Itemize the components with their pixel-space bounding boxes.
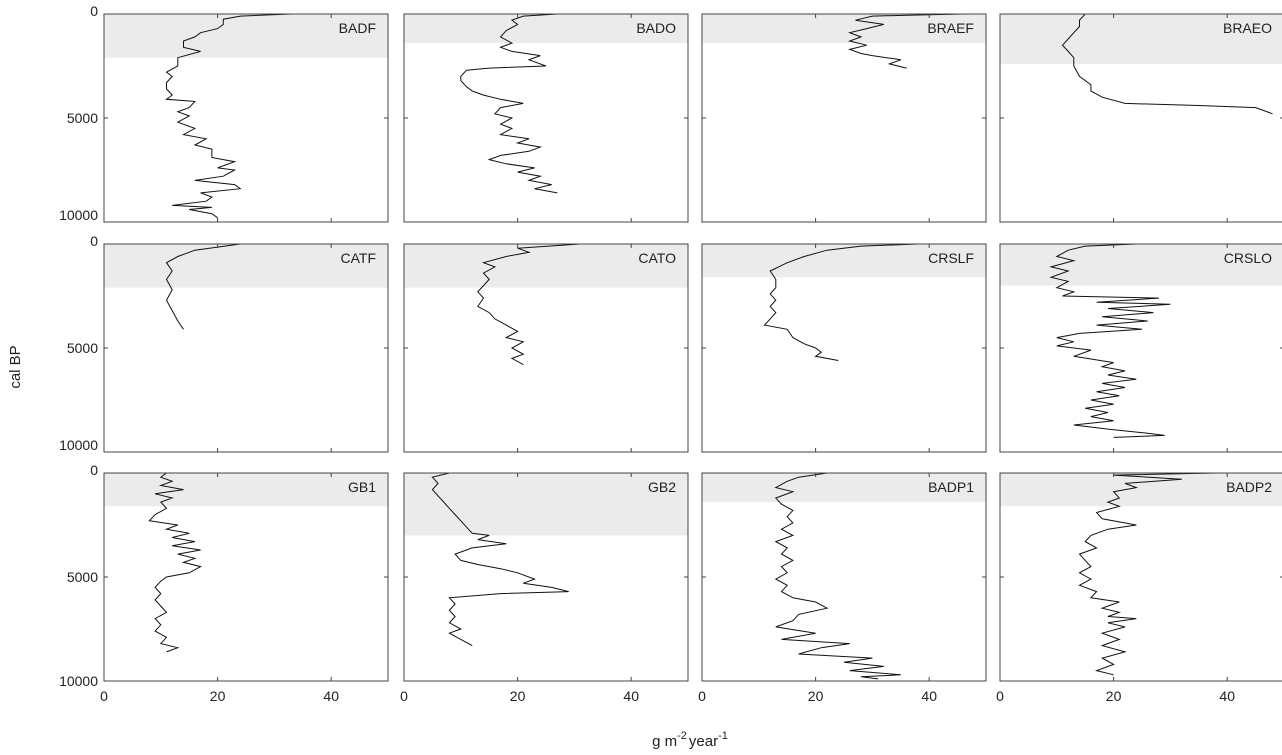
y-tick-label: 0 (90, 3, 98, 19)
shaded-interval (1000, 244, 1282, 286)
panel-label: BADP1 (928, 479, 974, 495)
y-tick-label: 5000 (67, 569, 98, 585)
series-line-badp2 (1078, 473, 1216, 676)
panel-label: BADF (339, 20, 376, 36)
series-line-braeo (1061, 14, 1273, 115)
panel-label: CATF (340, 250, 376, 266)
panel-cato: CATO (403, 243, 689, 453)
y-tick-label: 0 (90, 233, 98, 249)
panel-crslf: CRSLF (701, 243, 987, 453)
panel-label: BRAEF (927, 20, 974, 36)
y-axis-label: cal BP (7, 345, 24, 388)
x-tick-label: 40 (623, 688, 639, 704)
x-tick-label: 0 (400, 688, 408, 704)
shaded-interval (104, 473, 388, 507)
panels-layer: 0 5000 10000 BADF BADO BRAEF BRAEO 0 5000 10000 CA… (59, 3, 1282, 704)
panel-label: GB1 (348, 479, 376, 495)
x-tick-label: 40 (323, 688, 339, 704)
series-line-cato (477, 244, 581, 366)
y-tick-label: 5000 (67, 340, 98, 356)
series-line-gb2 (431, 473, 569, 647)
series-line-braef (847, 14, 964, 69)
panel-label: CATO (638, 250, 676, 266)
x-tick-label: 20 (510, 688, 526, 704)
panel-bado: BADO (403, 13, 689, 223)
x-tick-label: 0 (100, 688, 108, 704)
x-tick-label: 20 (808, 688, 824, 704)
panel-braeo: BRAEO (999, 13, 1282, 223)
panel-label: BADP2 (1226, 479, 1272, 495)
series-line-crslf (763, 244, 918, 361)
panel-label: GB2 (648, 479, 676, 495)
shaded-interval (702, 473, 986, 503)
shaded-interval (104, 14, 388, 58)
series-line-catf (165, 244, 241, 330)
shaded-interval (404, 473, 688, 536)
x-tick-label: 20 (1106, 688, 1122, 704)
y-tick-label: 10000 (59, 673, 98, 689)
panel-frame (701, 472, 987, 682)
panel-badf: 0 5000 10000 BADF (59, 3, 389, 223)
x-axis-label-base: g m (652, 733, 677, 750)
panel-badp2: 0 20 40 BADP2 (996, 472, 1282, 704)
x-tick-label: 0 (996, 688, 1004, 704)
x-axis-label-exp2: -1 (718, 730, 728, 742)
series-line-crslo (1049, 244, 1171, 438)
panel-label: BADO (636, 20, 676, 36)
x-axis-label-exp1: -2 (677, 730, 687, 742)
x-tick-label: 20 (210, 688, 226, 704)
shaded-interval (702, 14, 986, 44)
shaded-interval (702, 244, 986, 278)
shaded-interval (104, 244, 388, 288)
series-line-gb1 (148, 473, 202, 653)
panel-braef: BRAEF (701, 13, 987, 223)
shaded-interval (404, 14, 688, 44)
y-tick-label: 5000 (67, 110, 98, 126)
panel-frame (701, 13, 987, 223)
y-tick-label: 10000 (59, 207, 98, 223)
panel-label: CRSLO (1224, 250, 1272, 266)
x-axis-label: g m-2 year-1 (652, 730, 728, 750)
panel-badp1: 0 20 40 BADP1 (698, 472, 987, 704)
x-tick-label: 40 (1219, 688, 1235, 704)
y-tick-label: 10000 (59, 437, 98, 453)
panel-catf: 0 5000 10000 CATF (59, 233, 389, 453)
panel-gb2: 0 20 40 GB2 (400, 472, 689, 704)
x-tick-label: 0 (698, 688, 706, 704)
series-line-bado (460, 14, 558, 194)
shaded-interval (404, 244, 688, 288)
shaded-interval (1000, 473, 1282, 507)
panel-label: CRSLF (928, 250, 974, 266)
series-line-badf (165, 14, 292, 219)
series-line-badp1 (774, 473, 901, 680)
panel-crslo: CRSLO (999, 243, 1282, 453)
x-axis-label-mid: year (689, 733, 718, 750)
x-tick-label: 40 (921, 688, 937, 704)
panel-label: BRAEO (1223, 20, 1272, 36)
y-tick-label: 0 (90, 462, 98, 478)
shaded-interval (1000, 14, 1282, 64)
